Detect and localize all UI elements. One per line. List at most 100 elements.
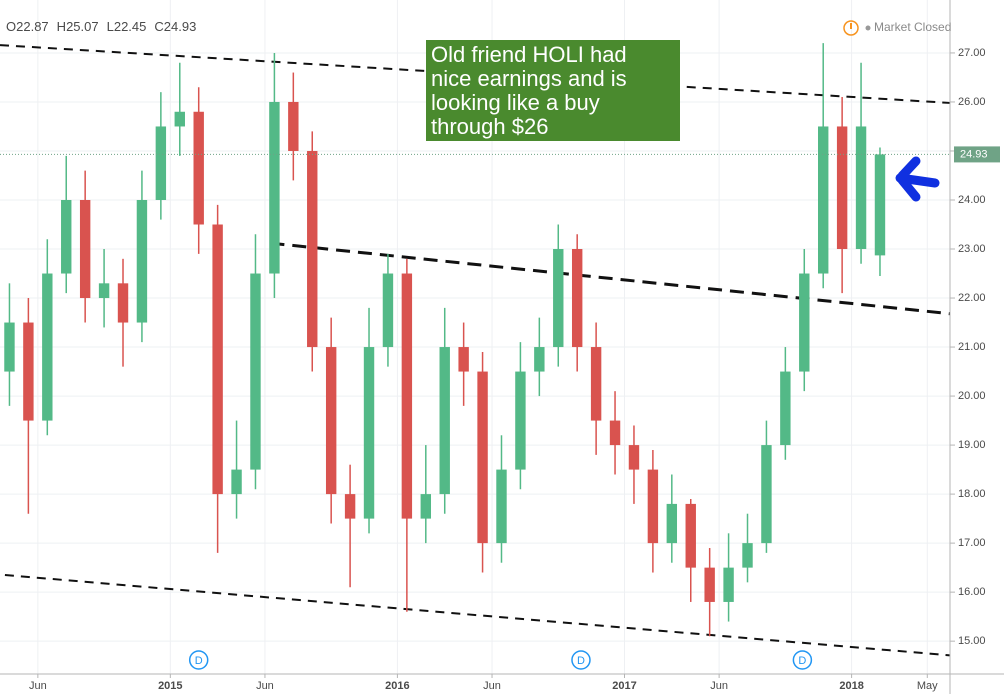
annotation-line: Old friend HOLI had xyxy=(431,42,627,67)
candle-body xyxy=(458,347,469,372)
candle-body xyxy=(628,445,640,470)
y-tick-label: 19.00 xyxy=(958,439,986,451)
candles xyxy=(4,43,886,637)
candle-body xyxy=(174,111,185,127)
last-price-box xyxy=(954,146,1000,163)
y-tick-label: 27.00 xyxy=(958,47,986,59)
ohlc-key: L xyxy=(107,19,114,34)
dividend-marker xyxy=(792,650,813,670)
candle-body xyxy=(647,469,659,544)
status-dot xyxy=(865,25,871,31)
candle-body xyxy=(307,150,318,348)
candle-body xyxy=(325,347,337,495)
ohlc-key: C xyxy=(154,19,163,34)
candle-body xyxy=(874,154,886,256)
candle-body xyxy=(571,249,583,348)
candle-body xyxy=(439,347,450,495)
annotation-line: looking like a buy xyxy=(431,90,600,115)
y-tick-label: 21.00 xyxy=(958,341,986,353)
last-price-label: 24.93 xyxy=(960,148,988,160)
candle-body xyxy=(363,347,375,519)
grid xyxy=(0,0,950,674)
candle-body xyxy=(742,543,753,568)
candle-body xyxy=(98,283,110,299)
annotation-line: nice earnings and is xyxy=(431,66,627,91)
x-tick-label: 2018 xyxy=(839,680,863,692)
candle-body xyxy=(61,199,72,274)
candle-body xyxy=(534,347,545,372)
ohlc-value: 24.93 xyxy=(164,19,197,34)
trendlines xyxy=(0,44,951,657)
status-icon-bar xyxy=(850,23,852,29)
candle-body xyxy=(401,273,413,519)
candle-body xyxy=(723,567,734,602)
candle-body xyxy=(818,126,829,274)
status-icon xyxy=(843,20,859,36)
candle-body xyxy=(761,445,772,544)
ohlc-value: 25.07 xyxy=(66,19,99,34)
y-tick-label: 26.00 xyxy=(958,96,986,108)
ohlc-value: 22.45 xyxy=(114,19,147,34)
x-tick-label: 2015 xyxy=(158,680,182,692)
candle-body xyxy=(269,101,280,274)
y-tick-label: 23.00 xyxy=(958,243,986,255)
candle-body xyxy=(704,567,715,602)
y-tick-label: 24.00 xyxy=(958,194,986,206)
candle-body xyxy=(23,322,34,421)
candle-body xyxy=(231,469,242,495)
candle-body xyxy=(212,224,223,495)
ohlc-key: O xyxy=(6,19,16,34)
market-status: Market Closed xyxy=(874,20,951,34)
candle-body xyxy=(250,273,261,470)
candle-body xyxy=(515,371,526,470)
candle-body xyxy=(193,111,204,225)
y-tick-label: 20.00 xyxy=(958,390,986,402)
candle-body xyxy=(382,273,394,348)
candle-body xyxy=(780,371,791,446)
x-tick-label: Jun xyxy=(710,680,728,692)
trendline xyxy=(270,241,951,316)
candle-body xyxy=(136,199,148,323)
candle-body xyxy=(666,503,678,544)
ohlc-value: 22.87 xyxy=(16,19,49,34)
x-tick-label: 2017 xyxy=(612,680,636,692)
x-tick-label: 2016 xyxy=(385,680,409,692)
x-tick-label: May xyxy=(917,680,938,692)
x-tick-label: Jun xyxy=(256,680,274,692)
candle-body xyxy=(42,273,53,421)
candle-body xyxy=(117,283,129,323)
dividend-marker xyxy=(188,650,209,670)
candle-body xyxy=(609,420,621,446)
y-tick-label: 16.00 xyxy=(958,586,986,598)
candle-body xyxy=(685,503,696,568)
candle-body xyxy=(79,199,91,299)
trendline xyxy=(4,573,951,657)
candle-body xyxy=(4,322,15,372)
candle-body xyxy=(344,494,356,519)
x-tick-label: Jun xyxy=(29,680,47,692)
annotation-box xyxy=(426,40,680,141)
candle-body xyxy=(496,469,507,544)
candle-body xyxy=(288,101,299,151)
candle-body xyxy=(420,494,432,519)
dividend-label: D xyxy=(798,655,806,667)
candle-body xyxy=(799,273,810,372)
candle-body xyxy=(590,347,602,421)
candle-body xyxy=(155,126,167,200)
y-tick-label: 15.00 xyxy=(958,635,986,647)
dividend-label: D xyxy=(577,655,585,667)
y-tick-label: 18.00 xyxy=(958,488,986,500)
y-tick-label: 22.00 xyxy=(958,292,986,304)
candle-body xyxy=(477,371,488,544)
annotation-line: through $26 xyxy=(431,114,548,139)
arrow xyxy=(895,156,940,202)
dividend-label: D xyxy=(195,655,203,667)
y-tick-label: 17.00 xyxy=(958,537,986,549)
candle-body xyxy=(553,249,564,348)
ohlc-key: H xyxy=(57,19,66,34)
ohlc-header: O22.87 H25.07 L22.45 C24.93 xyxy=(6,19,196,34)
candle-body xyxy=(836,126,848,250)
dividend-marker xyxy=(571,650,591,670)
